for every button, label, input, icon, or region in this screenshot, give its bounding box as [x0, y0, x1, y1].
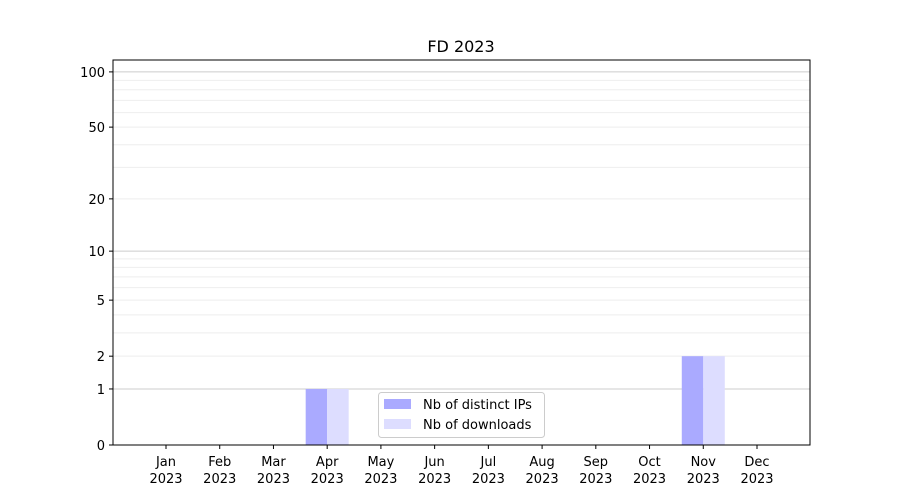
x-tick-label: Jun 2023 [418, 455, 451, 487]
x-tick-label: Oct 2023 [633, 455, 666, 487]
y-tick-label: 20 [88, 193, 105, 208]
chart-title: FD 2023 [427, 37, 494, 56]
plot-frame [112, 59, 811, 446]
legend-label-1: Nb of downloads [423, 418, 532, 433]
legend-swatch-0 [384, 399, 411, 409]
y-tick-label: 50 [88, 121, 105, 136]
x-tick-label: Jan 2023 [149, 455, 182, 487]
y-tick-label: 100 [80, 66, 105, 81]
bar-1-10 [703, 356, 725, 445]
bar-1-3 [327, 388, 349, 445]
y-tick-label: 5 [97, 294, 105, 309]
y-tick-label: 1 [97, 383, 105, 398]
x-tick-label: Sep 2023 [579, 455, 612, 487]
x-tick-label: Dec 2023 [740, 455, 773, 487]
y-tick-label: 0 [97, 439, 105, 454]
x-tick-label: Feb 2023 [203, 455, 236, 487]
legend-box [378, 392, 545, 438]
legend-label-0: Nb of distinct IPs [423, 398, 532, 413]
x-tick-label: Nov 2023 [687, 455, 720, 487]
y-tick-label: 2 [97, 350, 105, 365]
legend-swatch-1 [384, 419, 411, 429]
bar-0-3 [305, 388, 328, 445]
x-tick-label: May 2023 [364, 455, 397, 487]
x-tick-label: Apr 2023 [311, 455, 344, 487]
x-tick-label: Aug 2023 [526, 455, 559, 487]
x-tick-label: Mar 2023 [257, 455, 290, 487]
y-tick-label: 10 [88, 245, 105, 260]
x-tick-label: Jul 2023 [472, 455, 505, 487]
legend: Nb of distinct IPs Nb of downloads [378, 392, 545, 438]
bar-0-10 [681, 356, 704, 445]
